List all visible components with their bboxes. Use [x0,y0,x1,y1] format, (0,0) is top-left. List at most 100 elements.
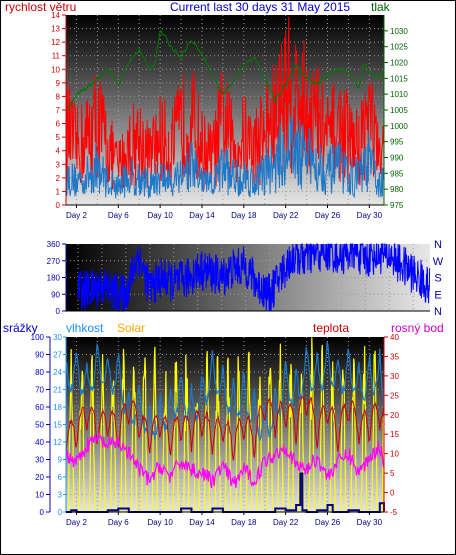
left-tick-label: 180 [47,274,61,283]
rain-tick-label: 40 [35,438,44,447]
rain-tick-label: 70 [35,386,44,395]
compass-label: N [434,239,442,251]
x-tick-label: Day 18 [231,518,257,527]
x-tick-label: Day 26 [315,211,341,220]
solar-label: Solar [117,321,145,335]
vlhkost-label: vlhkost [66,321,104,335]
chart-title: Current last 30 days 31 May 2015 [170,0,350,14]
right-tick-label: 995 [390,138,404,147]
left-tick-label: 1 [56,187,61,196]
x-tick-label: Day 14 [189,518,215,527]
left-tick-label: 8 [56,92,61,101]
right-tick-label: 1015 [390,74,408,83]
left-tick-label: 14 [51,11,60,20]
x-tick-label: Day 22 [273,518,299,527]
temperature-tick-label: 35 [390,352,399,361]
right-tick-label: 980 [390,185,404,194]
teplota-label: teplota [313,321,349,335]
direction-series [77,242,431,313]
x-tick-label: Day 2 [66,211,87,220]
left-tick-label: 6 [56,120,61,129]
x-tick-label: Day 6 [108,211,129,220]
humidity-tick-label: 6 [58,473,63,482]
right-tick-label: 1000 [390,122,408,131]
rain-tick-label: 0 [40,508,45,517]
left-tick-label: 2 [56,174,61,183]
compass-label: S [434,273,441,285]
axes: 0123456789101112131497598098599099510001… [51,11,408,220]
humidity-tick-label: 15 [53,421,62,430]
pressure-line [67,29,384,111]
x-tick-label: Day 14 [189,211,215,220]
humidity-tick-label: 3 [58,491,63,500]
right-axis-label: tlak [371,0,391,14]
right-tick-label: 985 [390,169,404,178]
pressure-series [67,29,384,111]
srazky-label: srážky [3,321,38,335]
x-tick-label: Day 30 [357,518,383,527]
right-tick-label: 975 [390,201,404,210]
gust-series [65,16,384,190]
left-tick-label: 360 [47,240,61,249]
temperature-tick-label: 20 [390,411,399,420]
temperature-tick-label: 30 [390,372,399,381]
humidity-tick-label: 0 [58,508,63,517]
compass-label: N [434,306,442,318]
right-tick-label: 1005 [390,106,408,115]
x-tick-label: Day 10 [147,211,173,220]
temperature-tick-label: 5 [390,469,395,478]
temperature-tick-label: 40 [390,333,399,342]
rain-tick-label: 50 [35,421,44,430]
direction-line [77,242,431,313]
axes: 0102030405060708090100036912151821242730… [31,333,400,527]
rain-tick-label: 10 [35,491,44,500]
left-tick-label: 270 [47,257,61,266]
x-tick-label: Day 30 [357,211,383,220]
left-tick-label: 10 [51,65,60,74]
left-tick-label: 5 [56,133,61,142]
compass-label: E [434,289,441,301]
gust-line [65,16,384,190]
wind-pressure-chart: 0123456789101112131497598098599099510001… [5,0,408,220]
plot-background [66,337,384,512]
humidity-tick-label: 27 [53,351,62,360]
x-tick-label: Day 10 [147,518,173,527]
temperature-tick-label: 25 [390,391,399,400]
temperature-tick-label: 10 [390,450,399,459]
wind-line [65,115,384,199]
humidity-temperature-chart: 0102030405060708090100036912151821242730… [3,321,444,527]
wind-series [65,115,384,199]
humidity-line [65,341,385,441]
right-tick-label: 1025 [390,43,408,52]
humidity-tick-label: 21 [53,386,62,395]
humidity-tick-label: 30 [53,333,62,342]
right-tick-label: 990 [390,154,404,163]
temperature-tick-label: -5 [390,508,398,517]
x-tick-label: Day 18 [231,211,257,220]
temperature-tick-label: 0 [390,489,395,498]
left-tick-label: 13 [51,25,60,34]
x-tick-label: Day 26 [315,518,341,527]
left-tick-label: 0 [56,307,61,316]
left-axis-label: rychlost větru [5,0,76,14]
left-tick-label: 3 [56,160,61,169]
humidity-tick-label: 18 [53,403,62,412]
rain-tick-label: 60 [35,403,44,412]
right-tick-label: 1020 [390,59,408,68]
rosny-bod-label: rosný bod [391,321,444,335]
humidity-tick-label: 24 [53,368,62,377]
left-tick-label: 90 [51,290,60,299]
right-tick-label: 1010 [390,90,408,99]
left-tick-label: 9 [56,79,61,88]
temperature-tick-label: 15 [390,430,399,439]
left-tick-label: 12 [51,38,60,47]
humidity-series [65,341,385,441]
x-tick-label: Day 22 [273,211,299,220]
x-tick-label: Day 6 [108,518,129,527]
rain-tick-label: 80 [35,368,44,377]
dewpoint-line [65,431,385,489]
rain-tick-label: 30 [35,456,44,465]
